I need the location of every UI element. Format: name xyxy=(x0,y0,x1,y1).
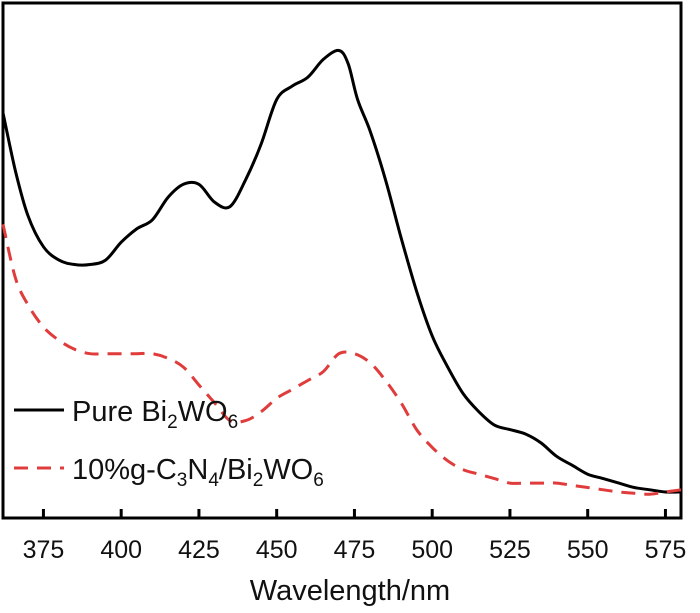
series-layer xyxy=(1,48,682,496)
legend-label-pure: Pure Bi2WO6 xyxy=(72,396,238,433)
series-line-0 xyxy=(1,48,682,494)
x-tick-label-475: 475 xyxy=(334,536,376,564)
x-tick-label-575: 575 xyxy=(645,536,687,564)
x-tick-label-500: 500 xyxy=(411,536,453,564)
series-line-1 xyxy=(1,224,682,496)
x-axis-label: Wavelength/nm xyxy=(250,575,450,607)
plot-frame xyxy=(1,1,683,520)
legend-label-composite: 10%g-C3N4/Bi2WO6 xyxy=(72,454,324,491)
x-axis-ticks: 375 400 425 450 475 500 525 550 575 xyxy=(23,509,687,564)
x-tick-label-525: 525 xyxy=(489,536,531,564)
legend: Pure Bi2WO6 10%g-C3N4/Bi2WO6 xyxy=(14,396,324,491)
x-tick-label-425: 425 xyxy=(178,536,220,564)
x-tick-label-400: 400 xyxy=(100,536,142,564)
x-tick-label-450: 450 xyxy=(256,536,298,564)
x-tick-label-375: 375 xyxy=(23,536,65,564)
x-tick-label-550: 550 xyxy=(567,536,609,564)
